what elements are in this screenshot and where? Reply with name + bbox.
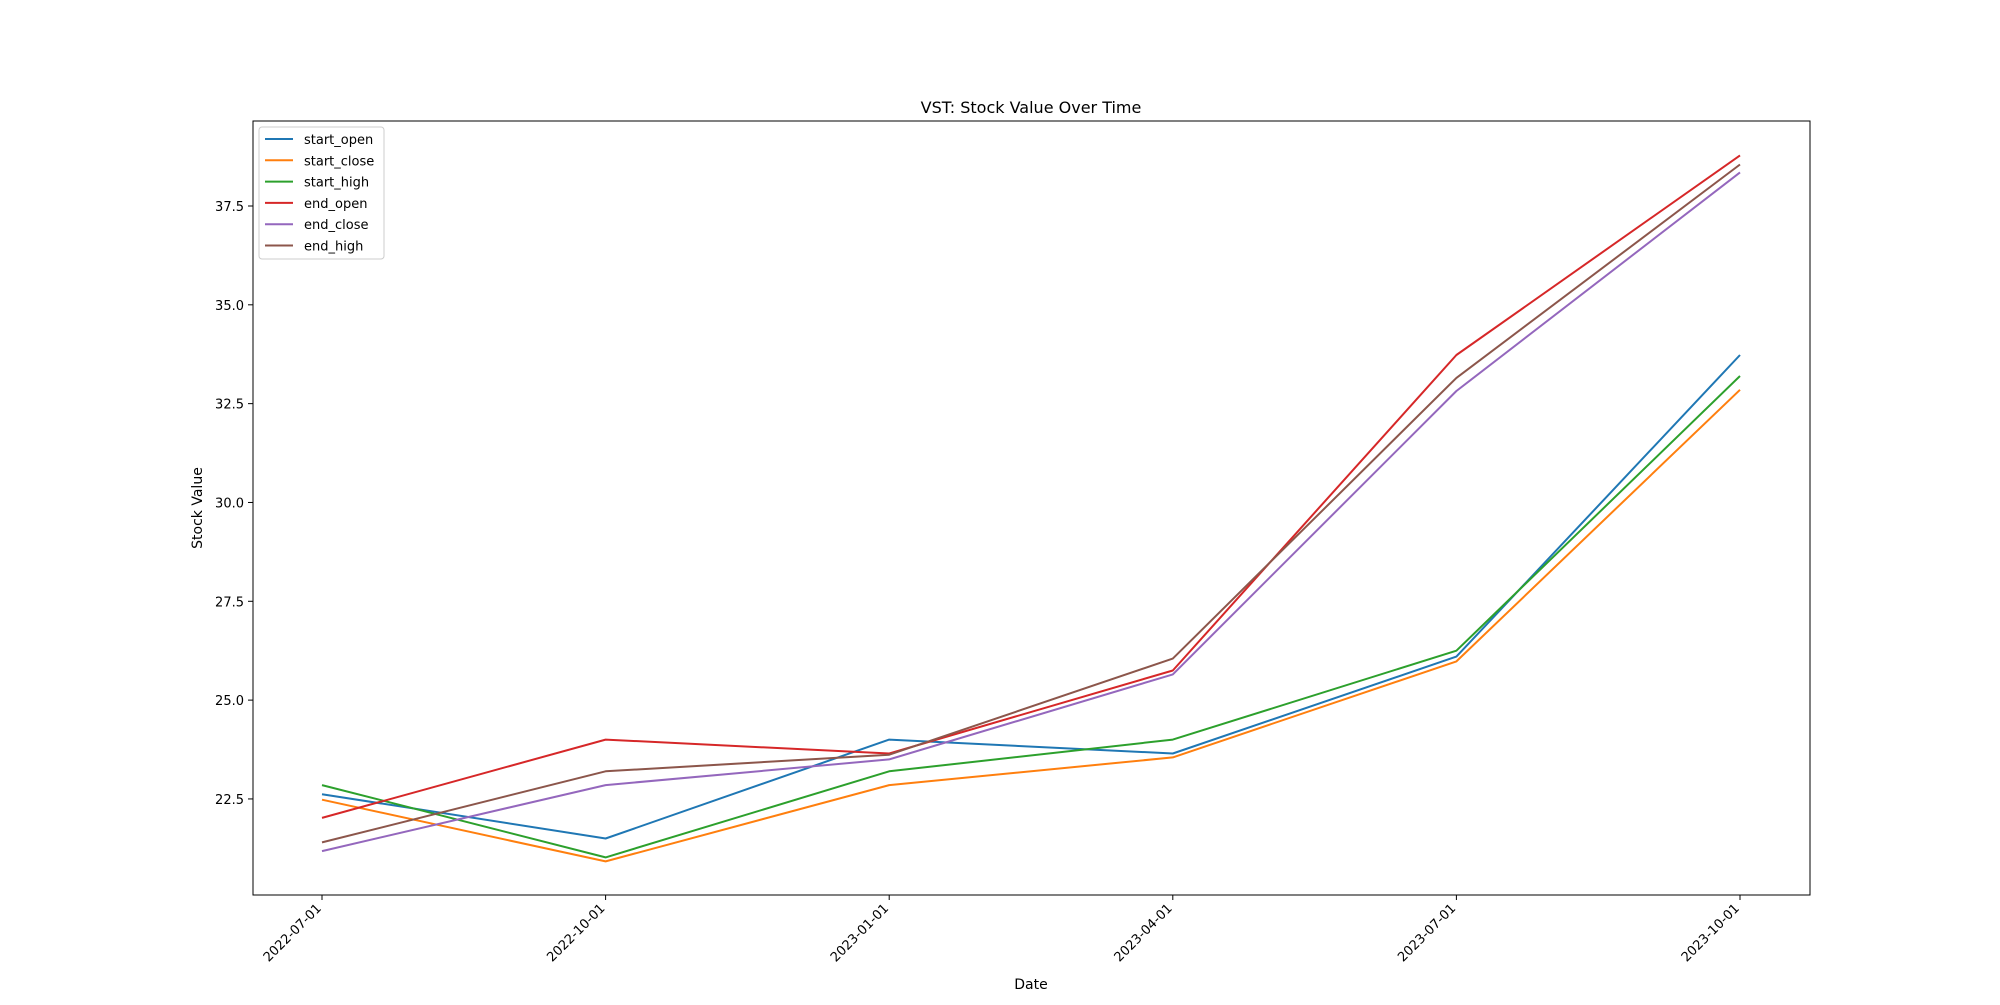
- x-axis: 2022-07-01 2022-10-01 2023-01-01 2023-04-01…: [261, 895, 1743, 965]
- chart-title: VST: Stock Value Over Time: [921, 98, 1142, 117]
- legend: start_open start_close start_high end_opene…: [258, 126, 385, 260]
- legend-label: end_high: [304, 240, 363, 255]
- x-axis-label: Date: [1014, 977, 1047, 993]
- y-tick-label: 30.0: [215, 496, 244, 511]
- x-tick-label: 2023-07-01: [1395, 901, 1459, 965]
- x-tick-label: 2023-01-01: [828, 901, 892, 965]
- x-tick-label: 2022-07-01: [261, 901, 325, 965]
- legend-label: start_high: [304, 176, 369, 191]
- y-tick-label: 22.5: [215, 793, 244, 808]
- series-line-end-open: [321, 154, 1741, 819]
- legend-label: start_open: [304, 133, 373, 148]
- series-line-end-close: [321, 171, 1741, 853]
- y-tick-label: 35.0: [215, 299, 244, 314]
- y-axis-label: Stock Value: [190, 467, 206, 549]
- legend-label: start_close: [304, 154, 374, 169]
- y-tick-label: 25.0: [215, 694, 244, 709]
- y-tick-label: 27.5: [215, 595, 244, 610]
- series-line-start-close: [321, 389, 1741, 863]
- legend-label: end_close: [304, 218, 368, 233]
- series-lines: [321, 154, 1741, 863]
- x-tick-label: 2023-04-01: [1112, 901, 1176, 965]
- x-tick-label: 2023-10-01: [1679, 901, 1743, 965]
- x-tick-label: 2022-10-01: [544, 901, 608, 965]
- y-tick-label: 32.5: [215, 398, 244, 413]
- plot-area: [252, 120, 1811, 896]
- series-line-start-open: [321, 354, 1741, 840]
- series-line-end-high: [321, 163, 1741, 844]
- series-line-start-high: [321, 375, 1741, 859]
- y-axis: 22.5 25.0 27.5 30.0 32.5 35.0 37.5: [215, 200, 253, 808]
- legend-label: end_open: [304, 197, 367, 212]
- y-tick-label: 37.5: [215, 200, 244, 215]
